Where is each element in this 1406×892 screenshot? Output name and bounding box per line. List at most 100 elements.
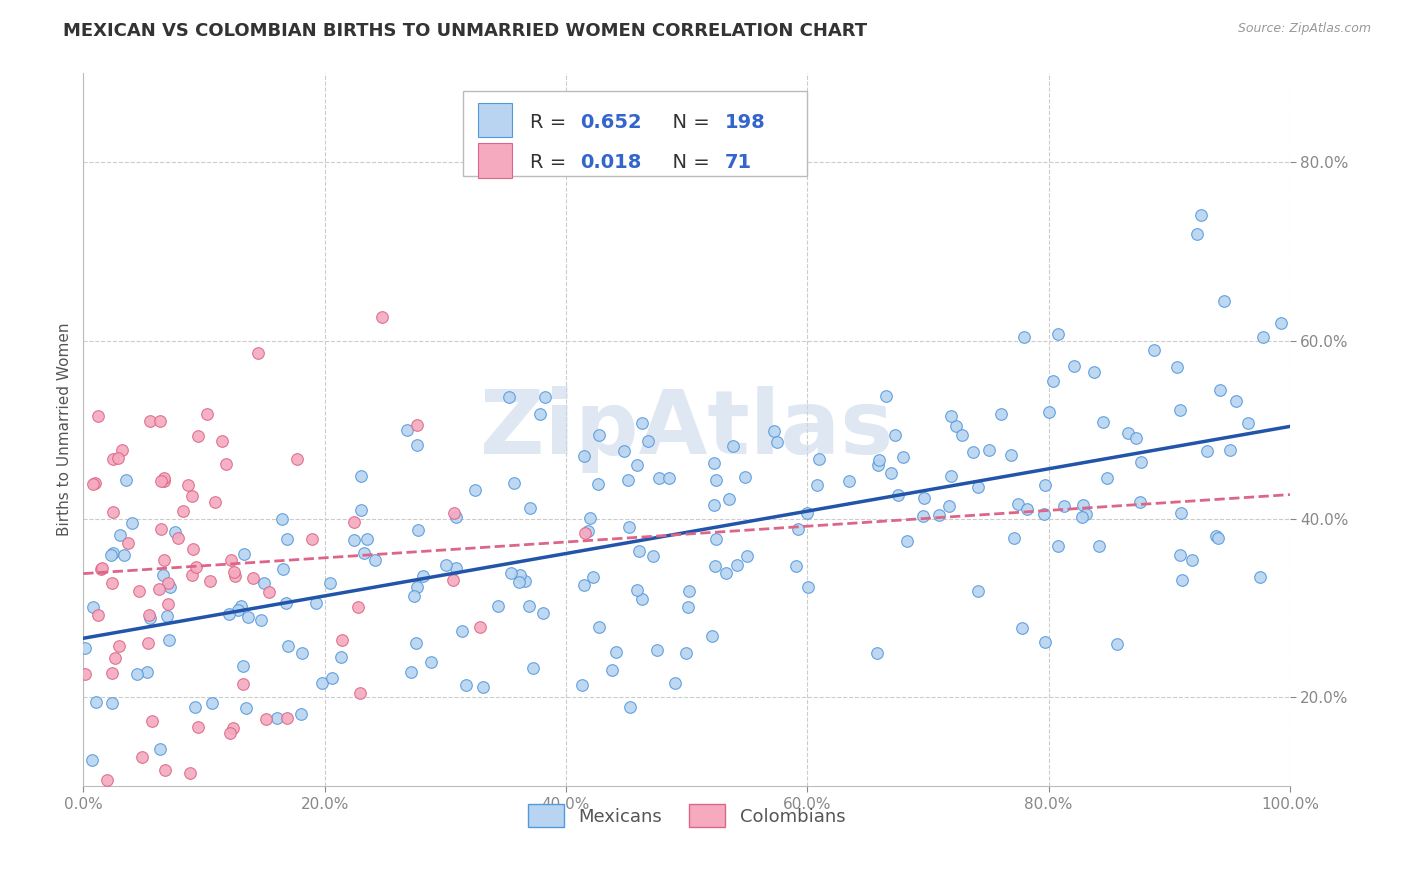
Point: [928, 508, 950, 522]
Point: [700, 629, 723, 643]
Point: [509, 567, 531, 582]
Point: [977, 442, 1000, 457]
Point: [1212, 294, 1234, 309]
Point: [962, 445, 984, 459]
Legend: Mexicans, Colombians: Mexicans, Colombians: [520, 797, 852, 835]
Point: [1033, 634, 1056, 648]
Point: [131, 749, 153, 764]
Point: [149, 522, 172, 536]
Point: [1253, 330, 1275, 344]
Point: [503, 476, 526, 491]
Point: [531, 606, 554, 620]
Point: [232, 677, 254, 691]
Point: [1129, 495, 1152, 509]
Point: [704, 473, 727, 487]
Point: [1047, 327, 1070, 342]
Point: [703, 558, 725, 573]
Point: [148, 415, 170, 429]
Point: [1033, 478, 1056, 492]
Point: [763, 424, 786, 438]
Point: [576, 524, 599, 538]
Point: [498, 390, 520, 404]
Point: [101, 696, 124, 710]
Point: [1170, 507, 1192, 521]
Point: [444, 561, 467, 575]
Point: [617, 519, 640, 533]
Point: [301, 532, 323, 546]
Point: [912, 491, 935, 505]
Point: [276, 711, 298, 725]
Point: [613, 444, 636, 458]
Point: [807, 451, 830, 466]
Point: [1033, 507, 1056, 521]
Point: [1095, 471, 1118, 485]
Point: [725, 558, 748, 573]
Point: [1219, 443, 1241, 458]
Point: [626, 582, 648, 597]
Point: [406, 523, 429, 537]
Point: [664, 676, 686, 690]
Point: [370, 310, 392, 324]
Point: [444, 509, 467, 524]
Point: [127, 667, 149, 681]
Point: [628, 544, 651, 558]
Point: [257, 585, 280, 599]
Point: [1107, 637, 1129, 651]
Point: [648, 471, 671, 485]
Point: [1185, 227, 1208, 241]
Point: [180, 490, 202, 504]
Point: [1074, 507, 1097, 521]
Text: 0.652: 0.652: [581, 112, 643, 131]
Point: [451, 624, 474, 638]
Point: [619, 699, 641, 714]
Point: [291, 646, 314, 660]
Point: [941, 468, 963, 483]
Point: [90, 562, 112, 576]
Point: [156, 598, 179, 612]
Point: [201, 696, 224, 710]
Point: [938, 499, 960, 513]
Point: [181, 568, 204, 582]
Point: [330, 633, 353, 648]
Point: [637, 434, 659, 448]
Text: MEXICAN VS COLOMBIAN BIRTHS TO UNMARRIED WOMEN CORRELATION CHART: MEXICAN VS COLOMBIAN BIRTHS TO UNMARRIED…: [63, 22, 868, 40]
Point: [112, 549, 135, 563]
Point: [87, 607, 110, 622]
Point: [1249, 570, 1271, 584]
Point: [276, 532, 298, 546]
Point: [136, 665, 159, 679]
Point: [276, 596, 298, 610]
Point: [226, 602, 249, 616]
Text: N =: N =: [659, 153, 716, 172]
Point: [396, 424, 419, 438]
Point: [96, 772, 118, 787]
Point: [84, 476, 107, 491]
Point: [187, 720, 209, 734]
Point: [797, 580, 820, 594]
Point: [218, 725, 240, 739]
Point: [714, 566, 737, 580]
Point: [271, 562, 294, 576]
Point: [1063, 359, 1085, 374]
Point: [350, 503, 373, 517]
Point: [517, 599, 540, 614]
Point: [82, 476, 104, 491]
Point: [582, 570, 605, 584]
Point: [519, 500, 541, 515]
Point: [242, 571, 264, 585]
Point: [1125, 431, 1147, 445]
Point: [321, 671, 343, 685]
Point: [1017, 501, 1039, 516]
Point: [107, 450, 129, 465]
Text: Source: ZipAtlas.com: Source: ZipAtlas.com: [1237, 22, 1371, 36]
Point: [796, 507, 818, 521]
Point: [868, 452, 890, 467]
Point: [1171, 573, 1194, 587]
Point: [219, 553, 242, 567]
Point: [1042, 374, 1064, 388]
Point: [875, 388, 897, 402]
Point: [912, 509, 935, 524]
Point: [222, 565, 245, 579]
Point: [806, 478, 828, 492]
Point: [238, 610, 260, 624]
